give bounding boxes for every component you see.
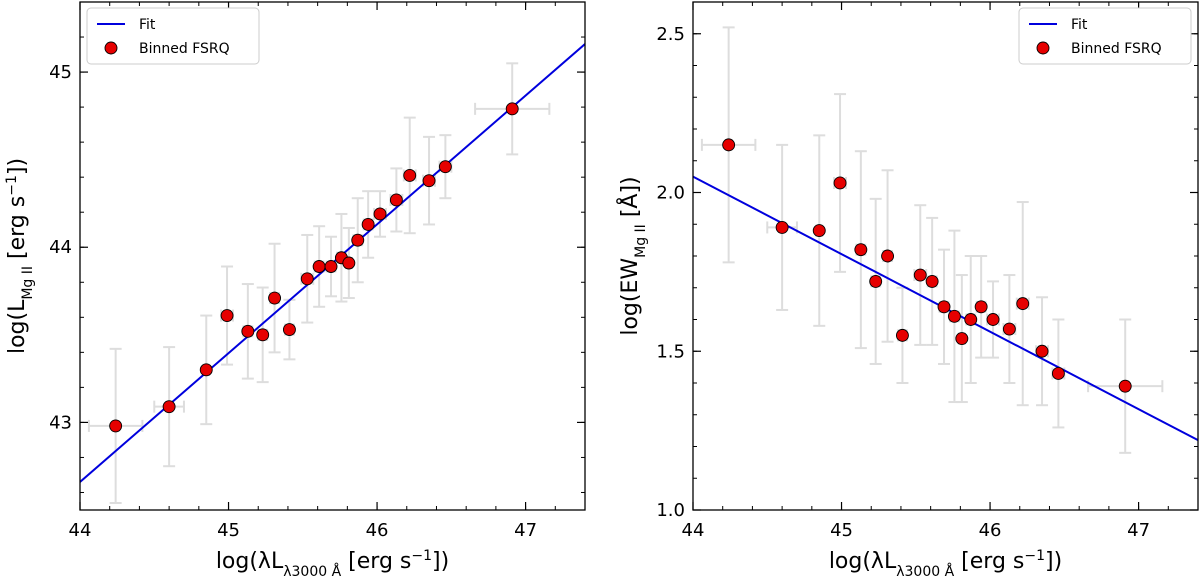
data-point xyxy=(812,224,826,238)
data-point xyxy=(220,309,234,323)
data-point xyxy=(833,176,847,190)
legend-point-swatch xyxy=(104,41,118,55)
plot-frame xyxy=(692,1,1199,511)
y-axis-label: log(EWMg II [Å]) xyxy=(616,176,649,335)
legend-box xyxy=(86,7,260,65)
data-point xyxy=(1051,367,1065,380)
data-point xyxy=(351,233,365,247)
y-tick-label: 1.5 xyxy=(656,341,685,362)
data-point xyxy=(373,207,387,221)
x-axis-label: log(λLλ3000 Å [erg s−1]) xyxy=(829,548,1062,576)
data-point xyxy=(342,256,356,270)
error-bars xyxy=(700,26,1164,454)
y-tick-label: 43 xyxy=(49,412,72,433)
data-point xyxy=(199,363,213,377)
legend-fit-label: Fit xyxy=(1071,17,1088,33)
plot-frame xyxy=(79,1,586,511)
data-point xyxy=(881,249,895,263)
data-point xyxy=(722,138,736,152)
x-tick-label: 47 xyxy=(1127,520,1150,541)
data-point xyxy=(268,291,282,305)
data-point xyxy=(1035,344,1049,358)
x-tick-label: 45 xyxy=(830,520,853,541)
x-tick-label: 47 xyxy=(514,520,537,541)
legend: Fit Binned FSRQ xyxy=(86,7,260,65)
data-point xyxy=(361,218,375,231)
data-point xyxy=(947,309,961,323)
data-point xyxy=(422,174,436,188)
data-point xyxy=(282,323,296,337)
data-point xyxy=(974,300,988,314)
y-tick-label: 2.0 xyxy=(656,183,685,204)
data-point xyxy=(389,193,403,207)
data-point xyxy=(895,328,909,342)
data-point xyxy=(955,332,969,345)
panel-left: 44 45 46 47 43 44 45 log(λLλ3000 Å [erg s−1]) lo… xyxy=(4,1,586,576)
data-point xyxy=(241,324,255,338)
x-tick-label: 46 xyxy=(366,520,389,541)
data-point xyxy=(925,274,939,288)
data-point xyxy=(1016,297,1030,311)
data-point xyxy=(986,313,1000,326)
data-point xyxy=(913,268,927,282)
y-tick-label: 45 xyxy=(49,62,72,83)
x-axis-label: log(λLλ3000 Å [erg s−1]) xyxy=(216,548,449,576)
data-point xyxy=(109,419,123,433)
legend-point-swatch xyxy=(1036,41,1050,55)
x-tick-label: 45 xyxy=(217,520,240,541)
y-tick-label: 44 xyxy=(49,237,72,258)
data-point xyxy=(869,274,883,288)
data-point xyxy=(1118,379,1132,393)
y-tick-label: 1.0 xyxy=(656,500,685,521)
y-axis-label: log(LMg II [erg s−1]) xyxy=(4,158,36,354)
data-point xyxy=(505,102,519,116)
data-point xyxy=(775,220,789,234)
x-tick-label: 46 xyxy=(979,520,1002,541)
y-tick-label: 2.5 xyxy=(656,24,685,45)
data-point xyxy=(937,300,951,314)
data-point xyxy=(403,168,417,182)
data-point xyxy=(300,272,314,286)
panel-right: 44 45 46 47 1.0 1.5 2.0 2.5 log(λLλ3000 Å [erg s… xyxy=(616,1,1199,576)
error-bars xyxy=(87,62,551,504)
data-point xyxy=(162,400,176,414)
data-point xyxy=(964,313,978,326)
legend-point-label: Binned FSRQ xyxy=(139,41,230,57)
data-point xyxy=(854,243,868,257)
data-point xyxy=(256,328,270,342)
data-point xyxy=(1002,322,1016,336)
legend-point-label: Binned FSRQ xyxy=(1071,41,1162,57)
data-point xyxy=(438,160,452,174)
legend: Fit Binned FSRQ xyxy=(1018,7,1192,65)
x-tick-label: 44 xyxy=(69,520,92,541)
legend-fit-label: Fit xyxy=(139,17,156,33)
x-tick-label: 44 xyxy=(682,520,705,541)
data-point xyxy=(312,260,326,273)
legend-box xyxy=(1018,7,1192,65)
data-point xyxy=(324,260,338,273)
